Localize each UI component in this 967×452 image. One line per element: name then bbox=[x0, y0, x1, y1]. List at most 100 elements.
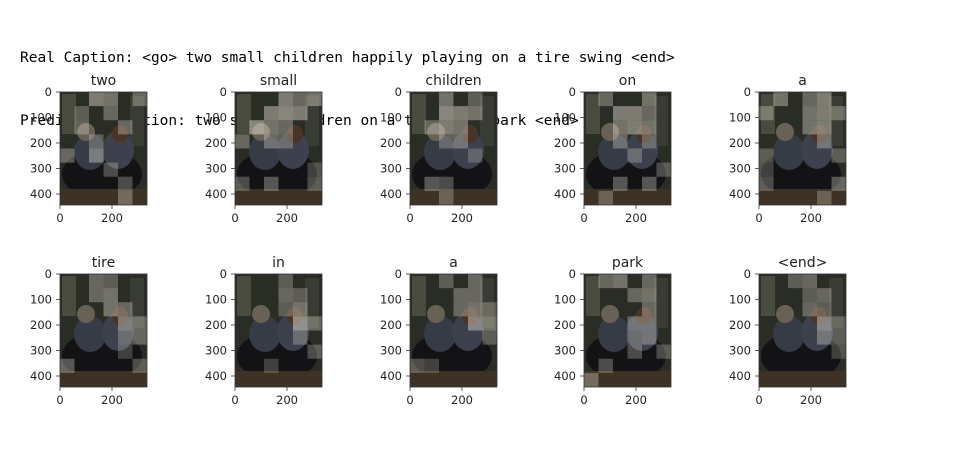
attention-cell bbox=[118, 330, 133, 345]
x-tick-label: 0 bbox=[580, 393, 587, 407]
attention-cell bbox=[235, 134, 250, 149]
x-tick-label: 0 bbox=[580, 211, 587, 225]
attention-cell bbox=[118, 190, 133, 205]
photo-foliage bbox=[130, 96, 144, 146]
attention-panel: a 0 100 200 300 400 0 200 bbox=[380, 255, 498, 407]
attention-cell bbox=[439, 190, 454, 205]
attention-cell bbox=[453, 302, 468, 317]
axes-frame bbox=[409, 273, 498, 388]
photo-child-left bbox=[424, 134, 456, 170]
photo-ground bbox=[235, 371, 322, 387]
x-tick-label: 0 bbox=[755, 211, 762, 225]
attention-overlay bbox=[410, 92, 497, 205]
y-tick-label: 300 bbox=[729, 344, 751, 358]
attention-overlay bbox=[235, 92, 322, 205]
attention-cell bbox=[307, 316, 322, 331]
photo-ground bbox=[60, 371, 147, 387]
attention-cell bbox=[278, 106, 293, 121]
attention-cell bbox=[598, 274, 613, 289]
y-tick-label: 0 bbox=[45, 267, 52, 281]
panel-title: park bbox=[612, 255, 644, 271]
photo-foliage bbox=[829, 96, 843, 146]
photo-tree bbox=[586, 94, 600, 134]
attention-cell bbox=[307, 176, 322, 191]
y-tick-label: 300 bbox=[554, 344, 576, 358]
attention-cell bbox=[613, 274, 628, 289]
photo-head-right bbox=[636, 307, 652, 325]
x-tick-label: 200 bbox=[451, 393, 473, 407]
y-tick-label: 200 bbox=[30, 318, 52, 332]
photo-tree bbox=[62, 276, 76, 316]
y-tick-label: 200 bbox=[380, 136, 402, 150]
attention-cell bbox=[264, 120, 279, 135]
y-tick-label: 100 bbox=[554, 111, 576, 125]
panel-title: small bbox=[260, 73, 297, 89]
y-tick-label: 100 bbox=[205, 111, 227, 125]
attention-cell bbox=[627, 316, 642, 331]
attention-panel: children 0 100 200 300 400 0 200 bbox=[380, 73, 498, 225]
y-tick-label: 0 bbox=[45, 85, 52, 99]
photo-child-right bbox=[452, 313, 484, 351]
attention-cell bbox=[439, 176, 454, 191]
attention-cell bbox=[584, 372, 599, 387]
attention-cell bbox=[278, 274, 293, 289]
photo-ground bbox=[410, 189, 497, 205]
attention-cell bbox=[424, 176, 439, 191]
attention-cell bbox=[439, 92, 454, 107]
axes-frame bbox=[758, 91, 847, 206]
attention-overlay bbox=[235, 274, 322, 387]
photo-ground bbox=[60, 189, 147, 205]
attention-cell bbox=[831, 148, 846, 163]
attention-cell bbox=[468, 148, 483, 163]
photo-foliage bbox=[654, 96, 668, 146]
y-tick-label: 0 bbox=[744, 85, 751, 99]
attention-cell bbox=[410, 358, 425, 373]
photo-foliage bbox=[654, 278, 668, 328]
attention-cell bbox=[627, 106, 642, 121]
y-tick-label: 400 bbox=[729, 369, 751, 383]
attention-cell bbox=[264, 176, 279, 191]
y-tick-label: 200 bbox=[380, 318, 402, 332]
y-tick-label: 400 bbox=[380, 369, 402, 383]
photo-child-left bbox=[773, 134, 805, 170]
axes-frame bbox=[59, 273, 148, 388]
attention-cell bbox=[103, 92, 118, 107]
attention-cell bbox=[103, 162, 118, 177]
attention-cell bbox=[642, 92, 657, 107]
attention-panel: small 0 100 200 300 400 0 200 bbox=[205, 73, 323, 225]
axes-frame bbox=[59, 91, 148, 206]
attention-cell bbox=[598, 358, 613, 373]
y-tick-label: 100 bbox=[554, 293, 576, 307]
y-tick-label: 200 bbox=[729, 318, 751, 332]
photo-foliage bbox=[305, 278, 319, 328]
attention-cell bbox=[482, 302, 497, 317]
x-tick-label: 200 bbox=[276, 211, 298, 225]
y-tick-label: 300 bbox=[205, 162, 227, 176]
attention-overlay bbox=[60, 92, 147, 205]
attention-cell bbox=[132, 92, 147, 107]
x-tick-label: 200 bbox=[625, 393, 647, 407]
photo-head-left bbox=[427, 123, 445, 141]
attention-cell bbox=[817, 190, 832, 205]
photo-tree bbox=[761, 94, 775, 134]
photo-tree bbox=[586, 276, 600, 316]
attention-cell bbox=[307, 162, 322, 177]
x-tick-label: 0 bbox=[755, 393, 762, 407]
photo-head-left bbox=[77, 305, 95, 323]
attention-cell bbox=[642, 274, 657, 289]
attention-cell bbox=[264, 134, 279, 149]
photo-tree bbox=[237, 94, 251, 134]
attention-cell bbox=[89, 274, 104, 289]
photo-head-left bbox=[252, 305, 270, 323]
panel-title: two bbox=[91, 73, 117, 89]
y-tick-label: 100 bbox=[30, 293, 52, 307]
real-caption: Real Caption: <go> two small children ha… bbox=[20, 50, 675, 66]
panel-title: children bbox=[425, 73, 481, 89]
attention-cell bbox=[439, 120, 454, 135]
attention-cell bbox=[817, 134, 832, 149]
photo-head-right bbox=[462, 125, 478, 143]
y-tick-label: 300 bbox=[30, 162, 52, 176]
photo-foliage bbox=[829, 278, 843, 328]
attention-cell bbox=[817, 92, 832, 107]
